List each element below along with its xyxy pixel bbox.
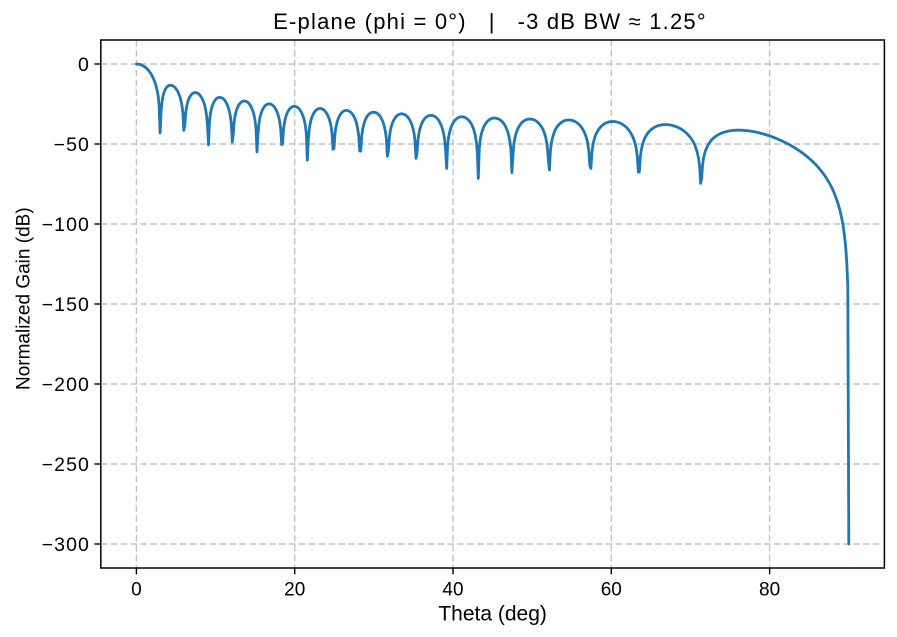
svg-text:60: 60 [601,579,622,600]
svg-text:0: 0 [78,54,90,76]
svg-text:Normalized Gain (dB): Normalized Gain (dB) [14,207,35,390]
svg-text:−50: −50 [54,134,90,156]
svg-text:Theta (deg): Theta (deg) [438,603,547,626]
svg-text:E-plane (phi = 0°) | -3 dB: E-plane (phi = 0°) | -3 dB BW ≈ 1.25° [273,9,707,34]
svg-text:−150: −150 [42,294,90,316]
svg-text:80: 80 [759,579,780,600]
svg-text:0: 0 [131,579,142,600]
svg-text:−100: −100 [42,214,90,236]
svg-text:−300: −300 [42,534,90,556]
svg-text:−250: −250 [42,454,90,476]
svg-text:20: 20 [284,579,305,600]
svg-text:−200: −200 [42,374,90,396]
svg-text:40: 40 [442,579,463,600]
